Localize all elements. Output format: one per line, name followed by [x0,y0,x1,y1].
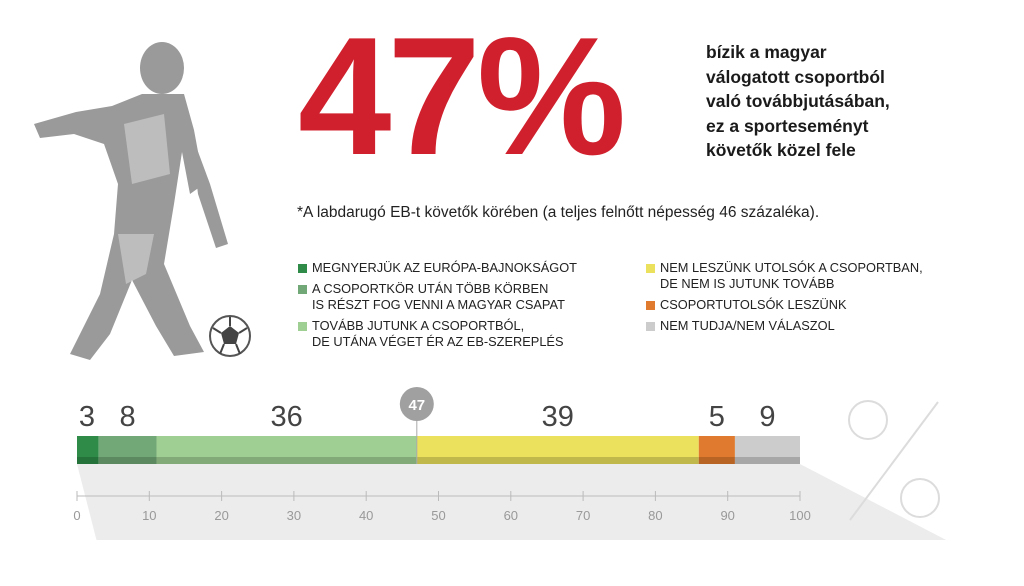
legend-item: NEM LESZÜNK UTOLSÓK A CSOPORTBAN, DE NEM… [646,260,923,292]
bar-segment-stripe [77,457,99,464]
data-label: 8 [120,401,136,433]
marker-label: 47 [408,397,425,414]
legend-item: TOVÁBB JUTUNK A CSOPORTBÓL, DE UTÁNA VÉG… [298,318,577,350]
legend-left: MEGNYERJÜK AZ EURÓPA-BAJNOKSÁGOT A CSOPO… [298,260,577,355]
bar-segment-stripe [156,457,417,464]
legend-label: CSOPORTUTOLSÓK LESZÜNK [660,297,847,312]
x-tick-label: 80 [648,508,662,523]
legend-label: DE UTÁNA VÉGET ÉR AZ EB-SZEREPLÉS [312,334,564,349]
x-tick-label: 0 [73,508,80,523]
bar-segment [98,436,157,464]
bar-segment-stripe [698,457,735,464]
description-line: követők közel fele [706,140,856,160]
data-label: 5 [709,401,725,433]
legend-label: NEM TUDJA/NEM VÁLASZOL [660,318,835,333]
legend-label: TOVÁBB JUTUNK A CSOPORTBÓL, [312,318,525,333]
legend-label: A CSOPORTKÖR UTÁN TÖBB KÖRBEN [312,281,549,296]
description-line: ez a sporteseményt [706,115,869,136]
x-tick-label: 20 [214,508,228,523]
x-tick-label: 30 [287,508,301,523]
x-tick-label: 50 [431,508,445,523]
bar-segment [156,436,417,464]
football-player-illustration [34,42,251,360]
legend-swatch [298,285,307,294]
stacked-bar-chart: 3 8 36 39 5 9 47 0 10 20 30 40 50 60 70 80 90 100 [73,387,947,540]
x-tick-label: 70 [576,508,590,523]
legend-right: NEM LESZÜNK UTOLSÓK A CSOPORTBAN, DE NEM… [646,260,923,339]
bar-segment-stripe [98,457,157,464]
data-label: 36 [271,401,303,433]
data-label: 3 [79,401,95,433]
highlight-description: bízik a magyar válogatott csoportból val… [706,40,1006,163]
legend-label: NEM LESZÜNK UTOLSÓK A CSOPORTBAN, [660,260,923,275]
legend-item: A CSOPORTKÖR UTÁN TÖBB KÖRBEN IS RÉSZT F… [298,281,577,313]
x-tick-label: 100 [789,508,811,523]
legend-item: CSOPORTUTOLSÓK LESZÜNK [646,297,923,313]
bar-segment [416,436,699,464]
legend-swatch [646,301,655,310]
legend-label: IS RÉSZT FOG VENNI A MAGYAR CSAPAT [312,297,565,312]
football-icon [209,315,251,357]
legend-swatch [298,264,307,273]
bar-shadow [77,464,947,540]
legend-swatch [298,322,307,331]
legend-label: MEGNYERJÜK AZ EURÓPA-BAJNOKSÁGOT [312,260,577,275]
legend-label: DE NEM IS JUTUNK TOVÁBB [660,276,835,291]
legend-item: MEGNYERJÜK AZ EURÓPA-BAJNOKSÁGOT [298,260,577,276]
data-label: 39 [542,401,574,433]
footnote: *A labdarugó EB-t követők körében (a tel… [297,204,820,221]
description-line: való továbbjutásában, [706,91,890,111]
marker-badge [399,387,434,421]
description-line: bízik a magyar [706,42,827,62]
bar-segment [77,436,99,464]
highlight-percentage: 47% [298,2,626,190]
bar-segment-stripe [416,457,699,464]
bar-segment [698,436,735,464]
legend-item: NEM TUDJA/NEM VÁLASZOL [646,318,923,334]
percent-icon [848,400,940,521]
x-tick-label: 60 [504,508,518,523]
x-tick-label: 40 [359,508,373,523]
bar-segment [734,436,800,464]
bar-segment-stripe [734,457,800,464]
description-line: válogatott csoportból [706,66,885,87]
x-tick-label: 10 [142,508,156,523]
legend-swatch [646,322,655,331]
x-tick-label: 90 [720,508,734,523]
legend-swatch [646,264,655,273]
data-label: 9 [759,401,775,433]
